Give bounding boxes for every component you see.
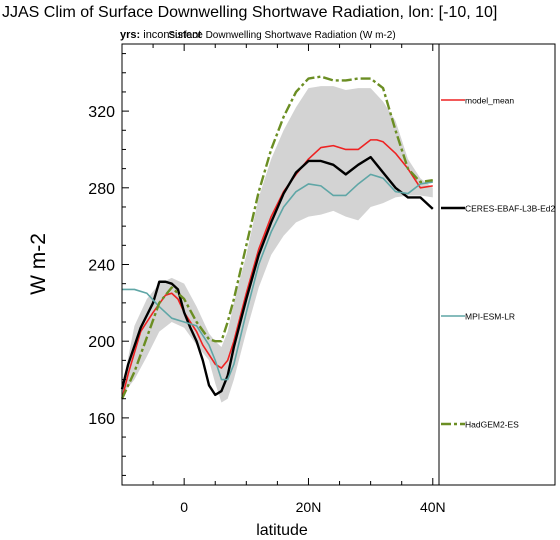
x-axis-label: latitude bbox=[256, 522, 308, 539]
subtitle-left-text: inconsistent bbox=[140, 29, 201, 41]
legend-frame bbox=[438, 43, 556, 486]
chart-subtitle-center: Surface Downwelling Shortwave Radiation … bbox=[168, 30, 395, 41]
legend-label: CERES-EBAF-L3B-Ed2 bbox=[465, 204, 555, 214]
y-tick-label: 200 bbox=[88, 334, 115, 351]
legend-label: model_mean bbox=[465, 96, 514, 106]
series-line-1 bbox=[120, 155, 434, 397]
chart-title: JJAS Clim of Surface Downwelling Shortwa… bbox=[2, 4, 497, 21]
series-line-3 bbox=[120, 75, 433, 400]
subtitle-left-bold: yrs: bbox=[120, 29, 140, 41]
plot-frame bbox=[121, 43, 440, 486]
plot-area bbox=[120, 75, 434, 403]
y-axis-label: W m-2 bbox=[27, 233, 50, 295]
y-tick-label: 280 bbox=[88, 181, 115, 198]
legend: model_mean CERES-EBAF-L3B-Ed2 MPI-ESM-LR Ha… bbox=[441, 96, 555, 430]
x-tick-label: 0 bbox=[180, 499, 188, 515]
y-tick-label: 240 bbox=[88, 258, 115, 275]
x-tick-label: 20N bbox=[296, 499, 322, 515]
x-tick-label: 40N bbox=[420, 499, 446, 515]
legend-label: HadGEM2-ES bbox=[465, 420, 519, 430]
series-line-2 bbox=[122, 173, 433, 381]
chart-subtitle-left: yrs: inconsistent bbox=[120, 29, 201, 41]
spread-band bbox=[122, 86, 433, 403]
series-line-0 bbox=[121, 139, 433, 399]
y-tick-label: 320 bbox=[88, 104, 115, 121]
axes: 0 20N 40N 160 200 240 280 320 bbox=[88, 44, 446, 515]
y-tick-label: 160 bbox=[88, 411, 115, 428]
legend-label: MPI-ESM-LR bbox=[465, 312, 515, 322]
